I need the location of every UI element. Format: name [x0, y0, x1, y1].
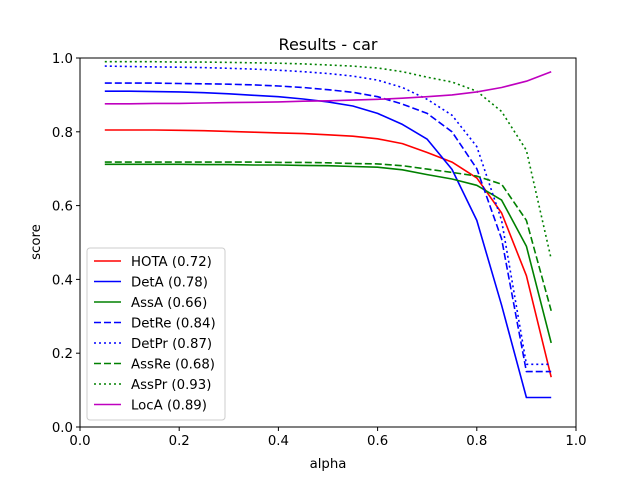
- legend-entry-label: AssPr (0.93): [131, 378, 211, 393]
- x-tick-label: 0.0: [69, 434, 90, 449]
- series-line-detre: [104, 82, 552, 373]
- legend-entry-label: AssA (0.66): [131, 296, 207, 311]
- legend-entry-label: DetPr (0.87): [131, 337, 212, 352]
- y-tick-label: 0.6: [52, 200, 73, 215]
- x-tick-label: 0.8: [466, 434, 487, 449]
- x-tick-label: 0.2: [169, 434, 190, 449]
- legend-entry-label: DetA (0.78): [131, 276, 208, 291]
- legend-entry-label: HOTA (0.72): [131, 255, 212, 270]
- legend-box: [86, 247, 226, 421]
- x-axis-label: alpha: [310, 457, 347, 472]
- x-tick-label: 0.6: [367, 434, 388, 449]
- series-line-deta: [104, 90, 552, 399]
- y-tick-label: 1.0: [52, 52, 73, 67]
- plot-lines: [104, 60, 552, 399]
- y-tick-label: 0.4: [52, 273, 73, 288]
- series-line-loca: [104, 70, 552, 105]
- series-line-hota: [104, 129, 552, 378]
- legend-entry-label: DetRe (0.84): [131, 317, 216, 332]
- y-tick-label: 0.8: [52, 126, 73, 141]
- chart-title: Results - car: [279, 35, 378, 54]
- y-tick-label: 0.2: [52, 347, 73, 362]
- legend-entry-label: AssRe (0.68): [131, 358, 215, 373]
- axes-frame: [79, 57, 577, 428]
- series-line-assre: [104, 161, 552, 312]
- y-axis-ticks: 0.0 0.2 0.4 0.6 0.8 1.0: [52, 52, 80, 436]
- x-tick-label: 1.0: [565, 434, 586, 449]
- y-axis-label: score: [29, 224, 44, 260]
- series-line-assa: [104, 163, 552, 344]
- x-tick-label: 0.4: [268, 434, 289, 449]
- legend-entry-label: LocA (0.89): [131, 399, 207, 414]
- x-axis-ticks: 0.0 0.2 0.4 0.6 0.8 1.0: [69, 427, 587, 449]
- legend: HOTA (0.72) DetA (0.78) AssA (0.66) DetRe (…: [86, 247, 226, 421]
- y-tick-label: 0.0: [52, 421, 73, 436]
- series-line-detpr: [104, 65, 552, 366]
